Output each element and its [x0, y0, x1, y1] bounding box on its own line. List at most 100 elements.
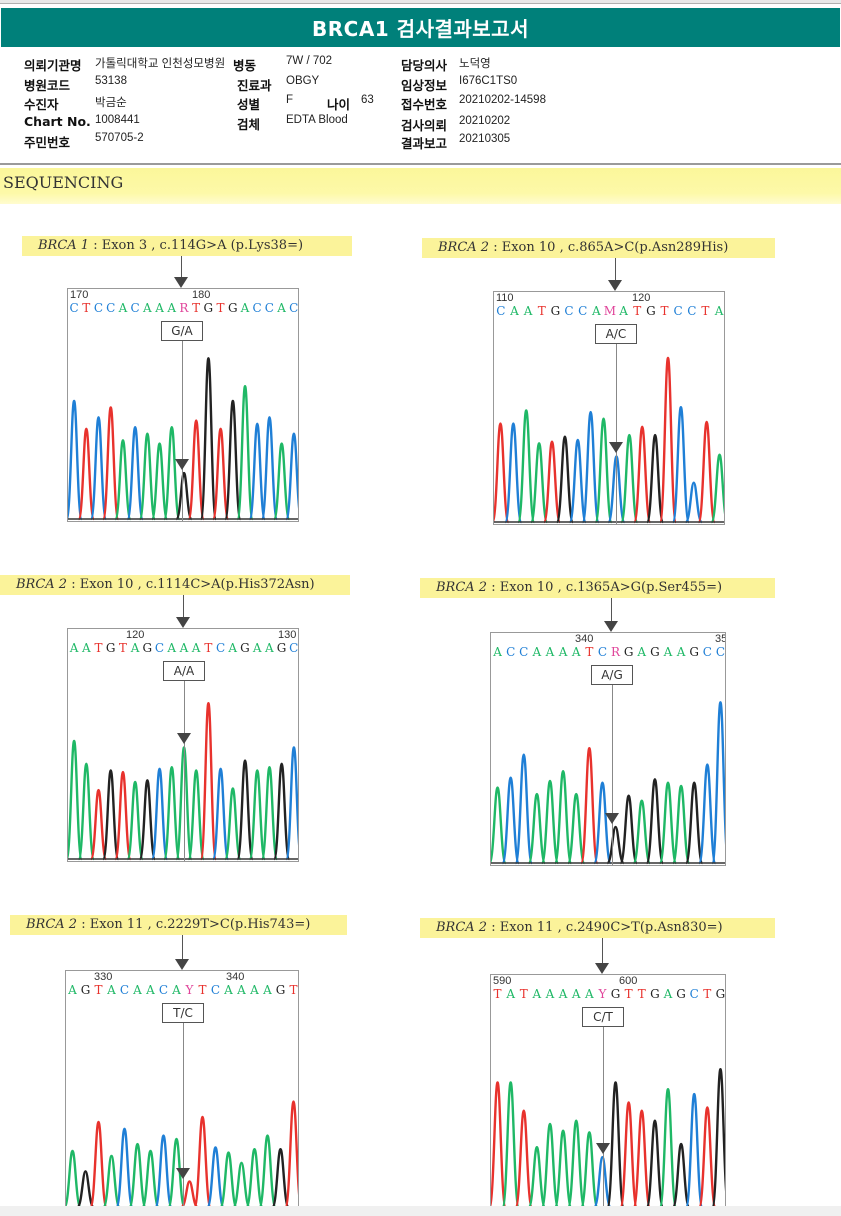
base-call: C [252, 301, 262, 315]
base-call: A [224, 983, 233, 997]
trace-peak [553, 1129, 573, 1209]
trace-peak [248, 422, 267, 521]
bottom-scroll-area [0, 1206, 841, 1216]
pointer-line [611, 598, 612, 630]
chromatogram: 34035ACCAAAATCRGAGAAGCCA/G [490, 632, 726, 866]
arrow-down-icon [175, 959, 189, 970]
base-call: A [237, 983, 246, 997]
variant-arrow-icon [176, 1167, 190, 1179]
base-call: A [265, 641, 274, 655]
trace-peak [245, 1147, 264, 1209]
arrow-down-icon [608, 280, 622, 291]
info-label-sex: 성별 [237, 97, 261, 112]
trace-peak [581, 410, 600, 524]
arrow-down-icon [174, 277, 188, 288]
base-call: A [493, 645, 502, 659]
pointer-line [183, 595, 184, 626]
trace-peak [128, 1142, 147, 1209]
base-call: C [158, 983, 169, 997]
base-call: A [558, 645, 568, 659]
trace-peak [645, 778, 665, 865]
genotype-call: C/T [582, 1007, 624, 1027]
chromatogram: 590 600 T A T A A A A A Y G T T G A G C T G C/T [490, 974, 726, 1210]
trace-peak [167, 1137, 186, 1209]
base-call: T [624, 987, 633, 1001]
info-label-receipt-no: 접수번호 [401, 97, 448, 112]
trace-peak [593, 781, 612, 865]
gene-name: BRCA 2 [436, 920, 488, 935]
trace-peak [224, 399, 242, 521]
trace-peak [501, 776, 520, 865]
base-call: G [142, 641, 153, 655]
report-title-bar: BRCA1 검사결과보고서 [1, 8, 840, 47]
info-value-resident-no: 570705-2 [95, 132, 144, 144]
base-call: T [289, 983, 298, 997]
trace-peak [66, 1149, 82, 1209]
variant-description: : Exon 10 , c.865A>C(p.Asn289His) [489, 240, 729, 255]
base-call: T [585, 645, 594, 659]
base-call: T [94, 641, 103, 655]
trace-peak [527, 1146, 547, 1209]
trace-peak [285, 746, 298, 861]
base-call: A [637, 645, 647, 659]
trace-peak [101, 406, 120, 521]
trace-peak [68, 739, 83, 861]
base-call: A [545, 987, 555, 1001]
trace-peak [529, 442, 549, 524]
trace-peak [606, 1081, 625, 1209]
trace-peak [206, 1146, 225, 1209]
base-call: G [715, 987, 726, 1001]
variant-description: : Exon 10 , c.1365A>G(p.Ser455=) [487, 580, 723, 595]
trace-peak [633, 425, 652, 524]
trace-peak [175, 471, 193, 521]
info-label-department: 진료과 [237, 78, 272, 93]
patient-info: 의뢰기관명 가톨릭대학교 인천성모병원 병원코드 53138 수진자 박금순 Char… [0, 55, 841, 155]
position-label: 120 [126, 629, 145, 641]
base-call: T [637, 987, 646, 1001]
variant-label: BRCA 2 : Exon 10 , c.1365A>G(p.Ser455=) [420, 578, 775, 598]
base-call: T [701, 304, 710, 318]
base-call: A [523, 304, 533, 318]
trace-peak [248, 769, 267, 861]
base-call: T [216, 301, 225, 315]
trace-peak [553, 769, 573, 865]
trace-peak [272, 442, 291, 521]
info-value-department: OBGY [286, 75, 320, 87]
base-call: C [119, 983, 130, 997]
info-value-age: 63 [361, 94, 374, 106]
trace-plot [68, 357, 298, 521]
trace-plot [66, 1100, 298, 1209]
base-call: A [619, 304, 628, 318]
trace-peak [632, 1109, 652, 1209]
info-value-receipt-no: 20210202-14598 [459, 94, 546, 106]
base-call: Y [598, 987, 607, 1001]
genotype-call: T/C [162, 1003, 204, 1023]
trace-peak [514, 753, 534, 865]
base-call: A [250, 983, 259, 997]
trace-peak [542, 440, 562, 524]
pointer-line [602, 938, 603, 972]
trace-peak [645, 1119, 665, 1209]
trace-peak [260, 416, 279, 521]
trace-peak [68, 399, 83, 521]
trace-peak [187, 419, 205, 521]
base-call: A [69, 641, 79, 655]
trace-peak [527, 792, 547, 865]
trace-peak [163, 425, 181, 521]
variant-arrow-icon [175, 459, 189, 471]
trace-peak [658, 781, 678, 865]
trace-peak [606, 825, 625, 865]
trace-peak [580, 1131, 599, 1209]
base-call: G [550, 304, 561, 318]
info-value-report-date: 20210305 [459, 133, 511, 145]
position-label: 590 [493, 975, 512, 987]
base-call: A [263, 983, 272, 997]
position-label: 600 [619, 975, 638, 987]
trace-peak [645, 433, 665, 524]
trace-peak [711, 1068, 725, 1209]
trace-peak [236, 759, 254, 861]
trace-peak [619, 1101, 638, 1209]
